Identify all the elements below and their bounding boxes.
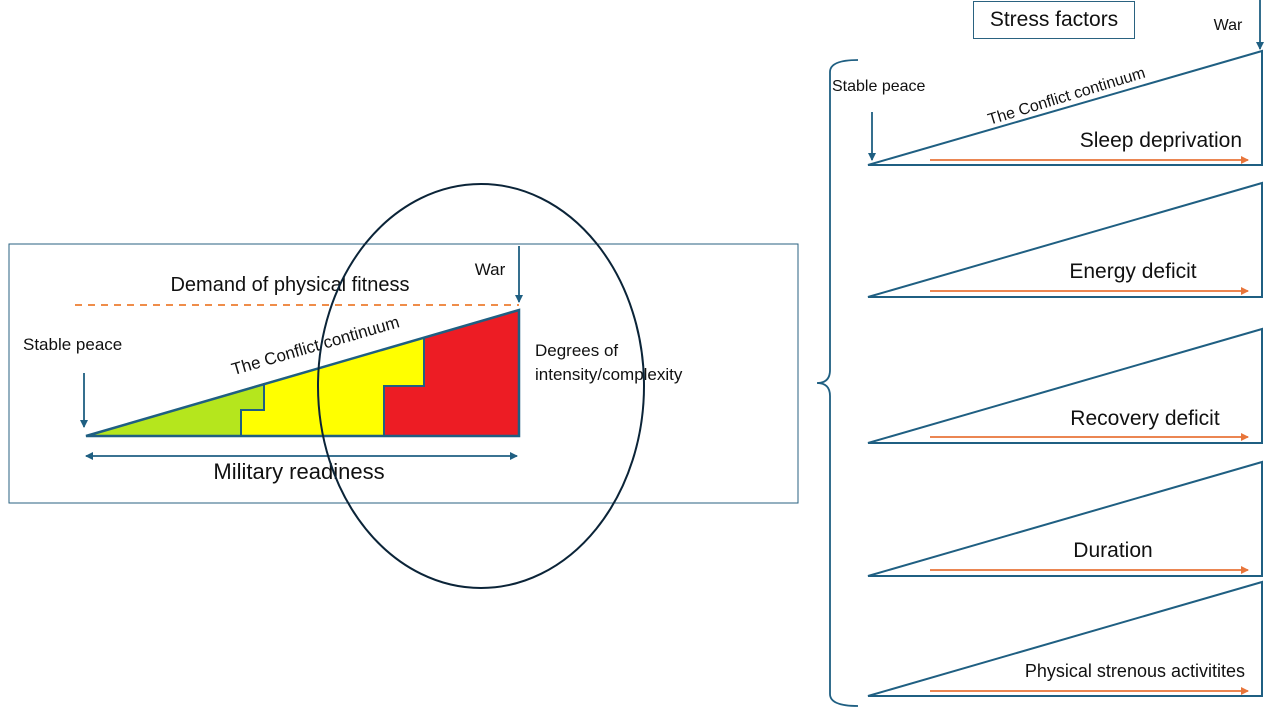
factor-sleep-deprivation: Sleep deprivation: [867, 49, 1263, 166]
degrees-label-line1: Degrees of: [535, 341, 618, 360]
zone-red: [384, 310, 519, 436]
factor-triangle: [867, 580, 1263, 697]
degrees-label-line2: intensity/complexity: [535, 365, 683, 384]
right-stable-peace-label: Stable peace: [832, 78, 926, 95]
highlight-ellipse: [317, 183, 645, 589]
factor-triangle: [867, 181, 1263, 298]
demand-label: Demand of physical fitness: [170, 274, 409, 296]
right-panel: War Stable peace The Conflict continuum …: [816, 0, 1264, 707]
zone-yellow: [241, 337, 424, 436]
factor-label: Recovery deficit: [1070, 407, 1220, 430]
left-panel: Demand of physical fitness War Stable pe…: [8, 183, 799, 589]
factor-label: Sleep deprivation: [1080, 129, 1242, 152]
conflict-triangle: [85, 308, 521, 438]
step-border-1: [240, 383, 265, 436]
war-label: War: [475, 260, 506, 279]
step-border-2: [383, 337, 425, 436]
factor-triangle: [867, 327, 1263, 444]
factor-triangle: [867, 460, 1263, 577]
readiness-label: Military readiness: [213, 459, 384, 484]
factor-duration: Duration: [867, 460, 1263, 577]
right-continuum-label: The Conflict continuum: [986, 65, 1147, 129]
factor-label: Physical strenous activitites: [1025, 661, 1245, 681]
stress-factors-title: Stress factors: [973, 1, 1135, 39]
factor-triangle: [867, 49, 1263, 166]
factor-label: Duration: [1073, 539, 1152, 562]
factor-label: Energy deficit: [1069, 260, 1196, 283]
factor-physical-strenuous-activities: Physical strenous activitites: [867, 580, 1263, 697]
factor-energy-deficit: Energy deficit: [867, 181, 1263, 298]
factor-recovery-deficit: Recovery deficit: [867, 327, 1263, 444]
curly-brace: [816, 59, 859, 707]
right-war-label: War: [1214, 17, 1243, 34]
stable-peace-label: Stable peace: [23, 335, 122, 354]
left-panel-frame: [8, 243, 799, 504]
